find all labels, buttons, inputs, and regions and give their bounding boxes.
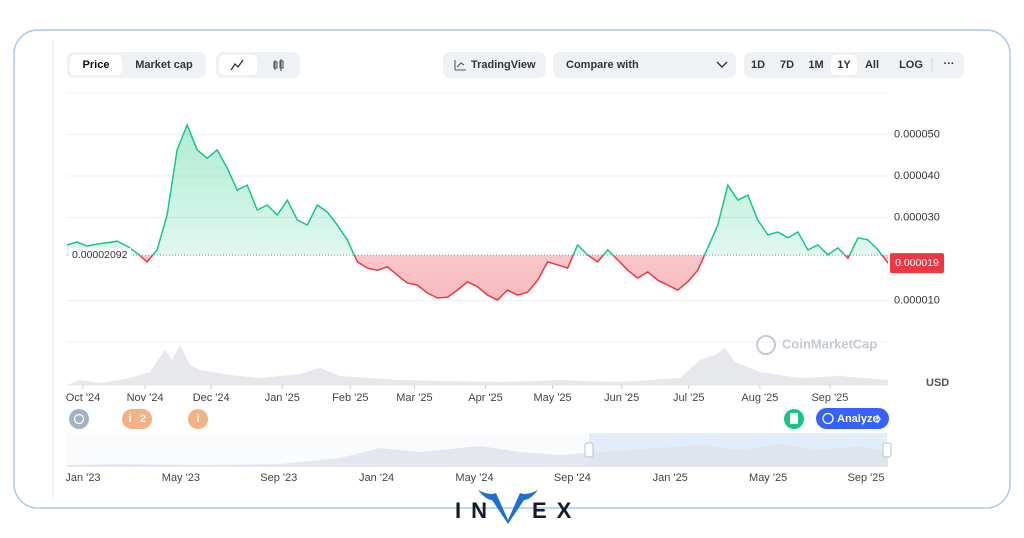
navigator-label: Jan '23: [65, 472, 100, 484]
last-price-label: 0.000019: [895, 257, 939, 269]
analyze-label[interactable]: Analyze: [837, 413, 879, 425]
volume-area: [67, 345, 888, 385]
x-tick-label: Nov '24: [127, 392, 164, 404]
watermark-logo: [756, 335, 776, 355]
navigator-label: Sep '25: [848, 472, 885, 484]
area-up: [67, 125, 888, 256]
navigator-handle[interactable]: [882, 442, 892, 458]
x-tick-label: Apr '25: [468, 392, 503, 404]
tab-label[interactable]: Market cap: [135, 59, 193, 71]
tab-label[interactable]: Price: [83, 59, 110, 71]
brand-left: IN: [455, 498, 497, 523]
range-button[interactable]: 1D: [751, 59, 765, 71]
x-tick-label: Jan '25: [265, 392, 300, 404]
x-tick-label: May '25: [533, 392, 571, 404]
navigator-handle[interactable]: [584, 442, 594, 458]
baseline-label-bg: [69, 248, 131, 263]
event-icon: i: [196, 413, 199, 425]
navigator-label: Jan '25: [653, 472, 688, 484]
navigator-label: Sep '24: [554, 472, 591, 484]
range-selected: [831, 55, 857, 75]
event-icon: i: [128, 413, 131, 425]
brand-mark: [478, 490, 538, 524]
brand-right: EX: [532, 498, 581, 523]
navigator-label: Sep '23: [260, 472, 297, 484]
navigator-label: May '23: [162, 472, 200, 484]
compare-dropdown[interactable]: [553, 52, 736, 78]
analyze-arrow: [876, 414, 881, 424]
analyze-button[interactable]: [816, 408, 889, 429]
range-button[interactable]: All: [865, 59, 879, 71]
range-button[interactable]: 1M: [808, 59, 823, 71]
compare-label[interactable]: Compare with: [566, 59, 639, 71]
navigator-area: [67, 444, 888, 467]
tradingview-button[interactable]: [443, 52, 546, 78]
currency-label: USD: [926, 377, 949, 389]
x-tick-label: Jun '25: [604, 392, 639, 404]
candle-icon[interactable]: [273, 59, 284, 71]
x-tick-label: Oct '24: [66, 392, 101, 404]
area-down: [139, 255, 888, 301]
x-tick-label: Feb '25: [332, 392, 368, 404]
more-button[interactable]: ···: [944, 58, 955, 70]
last-price-badge: [890, 253, 944, 274]
line-icon: [230, 59, 244, 71]
navigator-label: May '25: [749, 472, 787, 484]
dropdown-arrow: [716, 61, 728, 68]
navigator-label: May '24: [455, 472, 493, 484]
y-tick-label: 0.000010: [894, 294, 940, 306]
event-count: 2: [140, 413, 146, 425]
navigator-label: Jan '24: [359, 472, 394, 484]
x-tick-label: Dec '24: [193, 392, 230, 404]
range-button[interactable]: 1Y: [837, 59, 851, 71]
y-tick-label: 0.000030: [894, 211, 940, 223]
baseline-label: 0.00002092: [72, 249, 128, 261]
y-tick-label: 0.000040: [894, 170, 940, 182]
history-icon: [73, 413, 85, 425]
tradingview-label[interactable]: TradingView: [471, 59, 536, 71]
price-line-up: [67, 122, 883, 256]
y-tick-label: 0.000050: [894, 128, 940, 140]
watermark: CoinMarketCap: [782, 336, 877, 351]
line-style-button[interactable]: [219, 55, 257, 75]
range-button[interactable]: 7D: [780, 59, 794, 71]
x-tick-label: Sep '25: [811, 392, 848, 404]
tradingview-icon: [454, 60, 466, 71]
range-button[interactable]: LOG: [899, 59, 923, 71]
tab-price[interactable]: [70, 55, 122, 75]
news-icon: [790, 413, 798, 424]
event-badge[interactable]: [122, 409, 152, 429]
x-tick-label: Aug '25: [741, 392, 778, 404]
event-badge[interactable]: [188, 409, 208, 429]
x-tick-label: Mar '25: [396, 392, 432, 404]
price-line-down: [138, 255, 888, 302]
history-badge[interactable]: [69, 409, 89, 429]
analyze-icon: [822, 412, 834, 425]
x-tick-label: Jul '25: [673, 392, 704, 404]
